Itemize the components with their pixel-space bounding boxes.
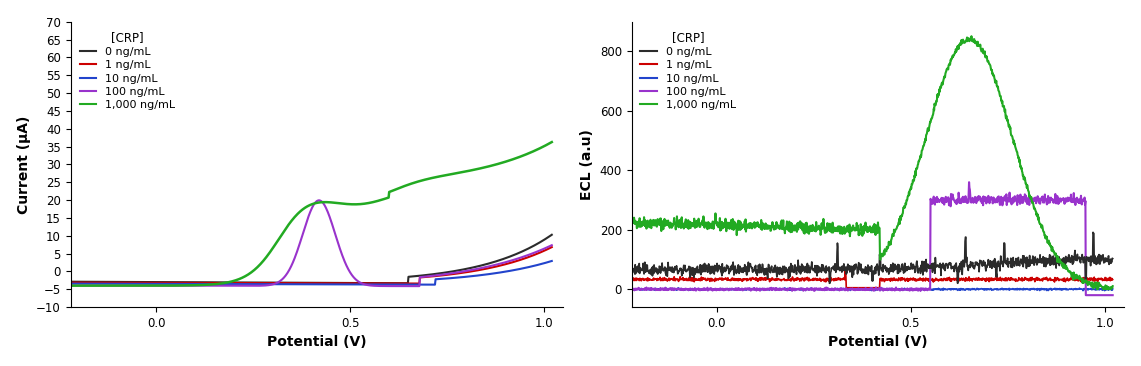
- Y-axis label: ECL (a.u): ECL (a.u): [580, 129, 594, 200]
- Legend: 0 ng/mL, 1 ng/mL, 10 ng/mL, 100 ng/mL, 1,000 ng/mL: 0 ng/mL, 1 ng/mL, 10 ng/mL, 100 ng/mL, 1…: [637, 27, 739, 113]
- X-axis label: Potential (V): Potential (V): [267, 335, 367, 349]
- Y-axis label: Current (μA): Current (μA): [17, 115, 31, 213]
- Legend: 0 ng/mL, 1 ng/mL, 10 ng/mL, 100 ng/mL, 1,000 ng/mL: 0 ng/mL, 1 ng/mL, 10 ng/mL, 100 ng/mL, 1…: [76, 27, 179, 113]
- X-axis label: Potential (V): Potential (V): [828, 335, 928, 349]
